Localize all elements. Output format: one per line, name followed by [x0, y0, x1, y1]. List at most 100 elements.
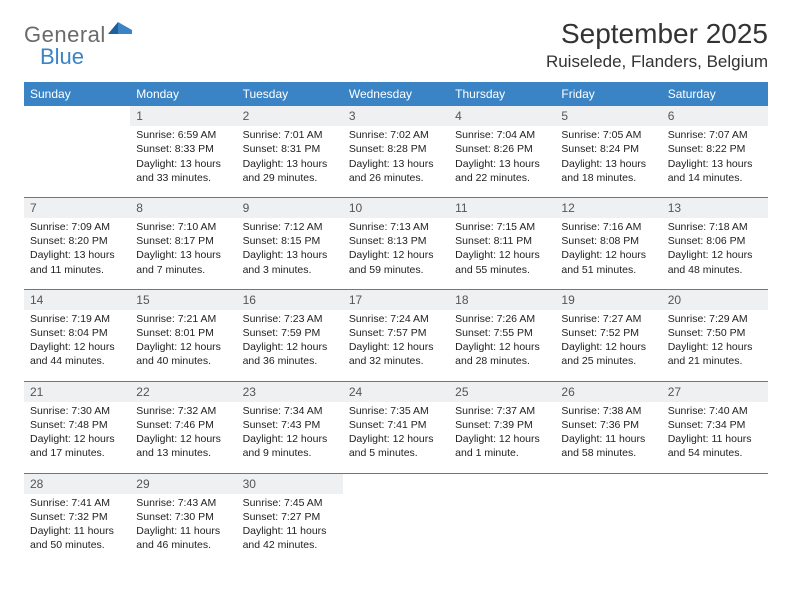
cell-line: Sunrise: 7:15 AM — [455, 220, 549, 234]
cell-text: Sunrise: 7:01 AMSunset: 8:31 PMDaylight:… — [243, 128, 337, 185]
cell-line: Daylight: 13 hours and 14 minutes. — [668, 157, 762, 185]
cell-line: Daylight: 12 hours and 13 minutes. — [136, 432, 230, 460]
cell-line: Daylight: 12 hours and 32 minutes. — [349, 340, 443, 368]
calendar-cell: 15Sunrise: 7:21 AMSunset: 8:01 PMDayligh… — [130, 290, 236, 377]
cell-line: Sunset: 8:31 PM — [243, 142, 337, 156]
calendar-cell — [662, 474, 768, 561]
calendar-cell: 16Sunrise: 7:23 AMSunset: 7:59 PMDayligh… — [237, 290, 343, 377]
cell-text: Sunrise: 7:12 AMSunset: 8:15 PMDaylight:… — [243, 220, 337, 277]
cell-line: Sunset: 8:24 PM — [561, 142, 655, 156]
cell-text: Sunrise: 7:23 AMSunset: 7:59 PMDaylight:… — [243, 312, 337, 369]
logo: General Blue — [24, 18, 136, 70]
cell-text: Sunrise: 7:24 AMSunset: 7:57 PMDaylight:… — [349, 312, 443, 369]
calendar-cell — [449, 474, 555, 561]
cell-line: Sunrise: 7:18 AM — [668, 220, 762, 234]
cell-line: Sunset: 7:27 PM — [243, 510, 337, 524]
cell-line: Daylight: 11 hours and 58 minutes. — [561, 432, 655, 460]
cell-line: Daylight: 12 hours and 40 minutes. — [136, 340, 230, 368]
cell-line: Daylight: 11 hours and 50 minutes. — [30, 524, 124, 552]
cell-text: Sunrise: 7:21 AMSunset: 8:01 PMDaylight:… — [136, 312, 230, 369]
day-number: 21 — [24, 382, 130, 402]
cell-line: Daylight: 11 hours and 54 minutes. — [668, 432, 762, 460]
calendar-cell: 26Sunrise: 7:38 AMSunset: 7:36 PMDayligh… — [555, 382, 661, 469]
cell-line: Sunset: 8:15 PM — [243, 234, 337, 248]
cell-line: Daylight: 12 hours and 59 minutes. — [349, 248, 443, 276]
cell-line: Sunrise: 7:43 AM — [136, 496, 230, 510]
calendar-cell: 17Sunrise: 7:24 AMSunset: 7:57 PMDayligh… — [343, 290, 449, 377]
logo-word2: Blue — [40, 44, 136, 70]
calendar-cell: 13Sunrise: 7:18 AMSunset: 8:06 PMDayligh… — [662, 198, 768, 285]
cell-line: Sunrise: 7:10 AM — [136, 220, 230, 234]
cell-text: Sunrise: 7:27 AMSunset: 7:52 PMDaylight:… — [561, 312, 655, 369]
cell-line: Sunrise: 7:34 AM — [243, 404, 337, 418]
cell-line: Sunrise: 7:07 AM — [668, 128, 762, 142]
cell-line: Sunrise: 7:38 AM — [561, 404, 655, 418]
day-header: Monday — [130, 82, 236, 106]
cell-line: Daylight: 12 hours and 36 minutes. — [243, 340, 337, 368]
day-number: 17 — [343, 290, 449, 310]
cell-line: Daylight: 13 hours and 22 minutes. — [455, 157, 549, 185]
calendar-cell: 2Sunrise: 7:01 AMSunset: 8:31 PMDaylight… — [237, 106, 343, 193]
day-header: Wednesday — [343, 82, 449, 106]
calendar-grid: SundayMondayTuesdayWednesdayThursdayFrid… — [24, 82, 768, 560]
day-number: 6 — [662, 106, 768, 126]
cell-line: Sunrise: 7:41 AM — [30, 496, 124, 510]
cell-text: Sunrise: 7:15 AMSunset: 8:11 PMDaylight:… — [455, 220, 549, 277]
cell-line: Daylight: 12 hours and 28 minutes. — [455, 340, 549, 368]
calendar-cell: 25Sunrise: 7:37 AMSunset: 7:39 PMDayligh… — [449, 382, 555, 469]
day-number: 25 — [449, 382, 555, 402]
calendar-cell: 27Sunrise: 7:40 AMSunset: 7:34 PMDayligh… — [662, 382, 768, 469]
cell-line: Daylight: 12 hours and 17 minutes. — [30, 432, 124, 460]
calendar-cell — [343, 474, 449, 561]
day-header: Friday — [555, 82, 661, 106]
day-number: 5 — [555, 106, 661, 126]
cell-text: Sunrise: 7:37 AMSunset: 7:39 PMDaylight:… — [455, 404, 549, 461]
cell-text: Sunrise: 7:07 AMSunset: 8:22 PMDaylight:… — [668, 128, 762, 185]
day-number: 19 — [555, 290, 661, 310]
cell-text: Sunrise: 7:19 AMSunset: 8:04 PMDaylight:… — [30, 312, 124, 369]
cell-line: Sunrise: 7:09 AM — [30, 220, 124, 234]
calendar-cell: 3Sunrise: 7:02 AMSunset: 8:28 PMDaylight… — [343, 106, 449, 193]
cell-text: Sunrise: 7:38 AMSunset: 7:36 PMDaylight:… — [561, 404, 655, 461]
cell-line: Sunrise: 7:32 AM — [136, 404, 230, 418]
cell-line: Sunrise: 7:12 AM — [243, 220, 337, 234]
calendar-cell: 4Sunrise: 7:04 AMSunset: 8:26 PMDaylight… — [449, 106, 555, 193]
cell-text: Sunrise: 7:34 AMSunset: 7:43 PMDaylight:… — [243, 404, 337, 461]
day-number: 27 — [662, 382, 768, 402]
cell-line: Sunrise: 7:19 AM — [30, 312, 124, 326]
cell-line: Sunrise: 7:04 AM — [455, 128, 549, 142]
day-number: 22 — [130, 382, 236, 402]
calendar-cell — [555, 474, 661, 561]
day-number: 9 — [237, 198, 343, 218]
cell-line: Sunset: 7:50 PM — [668, 326, 762, 340]
cell-line: Sunset: 7:36 PM — [561, 418, 655, 432]
day-number: 18 — [449, 290, 555, 310]
cell-line: Daylight: 12 hours and 51 minutes. — [561, 248, 655, 276]
cell-line: Daylight: 13 hours and 26 minutes. — [349, 157, 443, 185]
day-number: 14 — [24, 290, 130, 310]
day-header: Thursday — [449, 82, 555, 106]
calendar-cell: 9Sunrise: 7:12 AMSunset: 8:15 PMDaylight… — [237, 198, 343, 285]
cell-line: Sunset: 7:43 PM — [243, 418, 337, 432]
cell-text: Sunrise: 7:13 AMSunset: 8:13 PMDaylight:… — [349, 220, 443, 277]
cell-line: Daylight: 11 hours and 42 minutes. — [243, 524, 337, 552]
cell-line: Sunrise: 7:26 AM — [455, 312, 549, 326]
calendar-cell: 10Sunrise: 7:13 AMSunset: 8:13 PMDayligh… — [343, 198, 449, 285]
cell-line: Sunset: 7:52 PM — [561, 326, 655, 340]
cell-text: Sunrise: 7:43 AMSunset: 7:30 PMDaylight:… — [136, 496, 230, 553]
cell-line: Sunrise: 7:23 AM — [243, 312, 337, 326]
cell-line: Sunset: 7:48 PM — [30, 418, 124, 432]
cell-line: Sunset: 8:26 PM — [455, 142, 549, 156]
day-number: 2 — [237, 106, 343, 126]
day-number: 7 — [24, 198, 130, 218]
cell-line: Sunrise: 7:35 AM — [349, 404, 443, 418]
cell-line: Sunset: 7:30 PM — [136, 510, 230, 524]
cell-text: Sunrise: 7:30 AMSunset: 7:48 PMDaylight:… — [30, 404, 124, 461]
cell-text: Sunrise: 7:05 AMSunset: 8:24 PMDaylight:… — [561, 128, 655, 185]
cell-line: Sunrise: 7:13 AM — [349, 220, 443, 234]
cell-line: Sunset: 8:01 PM — [136, 326, 230, 340]
cell-line: Sunrise: 7:37 AM — [455, 404, 549, 418]
cell-line: Daylight: 12 hours and 25 minutes. — [561, 340, 655, 368]
cell-line: Sunset: 7:32 PM — [30, 510, 124, 524]
location: Ruiselede, Flanders, Belgium — [546, 52, 768, 72]
